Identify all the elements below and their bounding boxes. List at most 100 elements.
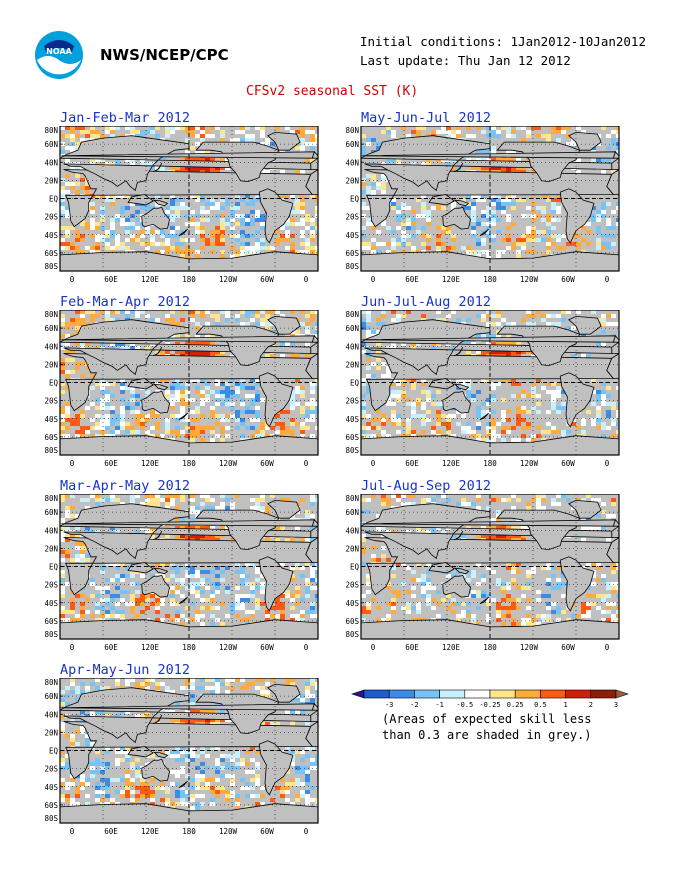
land-mass bbox=[612, 151, 619, 159]
land-mass bbox=[442, 206, 472, 230]
x-tick-label: 60E bbox=[405, 459, 419, 468]
y-tick-label: 20S bbox=[345, 581, 359, 590]
land-mass bbox=[612, 519, 619, 527]
land-mass bbox=[63, 353, 314, 412]
land-mass bbox=[311, 703, 318, 711]
sst-map: 80N 60N 40N 20N EQ 20S 40S 60S 80S 0 60E 120E 180 120… bbox=[345, 126, 620, 284]
panel-title: Jul-Aug-Sep 2012 bbox=[361, 478, 492, 494]
x-tick-label: 120W bbox=[219, 459, 238, 468]
x-tick-label: 0 bbox=[304, 827, 309, 836]
y-tick-label: 20N bbox=[345, 544, 359, 553]
land-mass bbox=[611, 525, 619, 538]
colorbar-box bbox=[414, 689, 440, 699]
land-mass bbox=[611, 157, 619, 170]
noaa-logo: NOAA bbox=[34, 30, 84, 80]
x-tick-label: 0 bbox=[371, 275, 376, 284]
panel-title: Jan-Feb-Mar 2012 bbox=[60, 110, 191, 126]
land-mass bbox=[153, 714, 163, 725]
y-tick-label: 60S bbox=[345, 249, 359, 258]
y-tick-label: 80N bbox=[44, 678, 58, 687]
y-tick-label: 80N bbox=[44, 310, 58, 319]
land-mass bbox=[311, 335, 318, 343]
x-tick-label: 0 bbox=[70, 643, 75, 652]
y-tick-label: 20S bbox=[44, 765, 58, 774]
y-tick-label: 80N bbox=[345, 310, 359, 319]
y-tick-label: 80S bbox=[345, 630, 359, 639]
y-tick-label: 80S bbox=[44, 262, 58, 271]
land-mass bbox=[267, 315, 301, 335]
land-mass bbox=[568, 499, 602, 519]
land-mass bbox=[310, 341, 318, 354]
colorbar-label: -0.5 bbox=[456, 701, 473, 709]
sst-panel: Jun-Jul-Aug 2012 80N 60N 40N 20N EQ 20S 40S 60S 8… bbox=[331, 294, 623, 477]
y-tick-label: 60S bbox=[44, 249, 58, 258]
y-tick-label: 60S bbox=[44, 433, 58, 442]
x-tick-label: 120W bbox=[219, 275, 238, 284]
land-mass bbox=[152, 567, 169, 575]
land-mass bbox=[479, 412, 489, 420]
x-tick-label: 0 bbox=[304, 643, 309, 652]
land-mass bbox=[195, 693, 280, 735]
skill-note-line1: (Areas of expected skill less bbox=[382, 712, 592, 726]
land-mass bbox=[152, 751, 169, 759]
land-mass bbox=[63, 721, 314, 780]
y-tick-label: EQ bbox=[350, 195, 360, 204]
sst-panel: Feb-Mar-Apr 2012 80N 60N 40N 20N EQ 20S 40S 60S 8… bbox=[30, 294, 322, 477]
y-tick-label: 40S bbox=[44, 599, 58, 608]
y-tick-label: EQ bbox=[350, 379, 360, 388]
y-tick-label: 80N bbox=[345, 126, 359, 135]
figure-title: CFSv2 seasonal SST (K) bbox=[246, 84, 419, 99]
land-mass bbox=[178, 596, 188, 604]
y-tick-label: 60S bbox=[345, 617, 359, 626]
sst-map: 80N 60N 40N 20N EQ 20S 40S 60S 80S 0 60E 120E 180 120… bbox=[44, 494, 319, 652]
y-tick-label: 20S bbox=[44, 581, 58, 590]
land-mass bbox=[141, 758, 171, 782]
land-mass bbox=[258, 372, 294, 428]
land-mass bbox=[559, 556, 595, 612]
x-tick-label: 60W bbox=[561, 275, 575, 284]
land-mass bbox=[267, 499, 301, 519]
y-tick-label: 40S bbox=[345, 415, 359, 424]
y-tick-label: 40S bbox=[44, 415, 58, 424]
sst-panel: Jul-Aug-Sep 2012 80N 60N 40N 20N EQ 20S 40S 60S 8… bbox=[331, 478, 623, 661]
land-mass bbox=[152, 383, 169, 391]
land-mass bbox=[153, 530, 163, 541]
colorbar-label: -2 bbox=[410, 701, 418, 709]
y-tick-label: EQ bbox=[49, 747, 59, 756]
land-mass bbox=[310, 525, 318, 538]
y-tick-label: 20N bbox=[345, 176, 359, 185]
y-tick-label: 80S bbox=[44, 814, 58, 823]
x-tick-label: 60E bbox=[104, 827, 118, 836]
panel-title: May-Jun-Jul 2012 bbox=[361, 110, 492, 126]
x-tick-label: 60W bbox=[260, 275, 274, 284]
y-tick-label: 20N bbox=[44, 360, 58, 369]
colorbar-label: 2 bbox=[589, 701, 593, 709]
x-tick-label: 120E bbox=[141, 275, 160, 284]
land-mass bbox=[267, 683, 301, 703]
organization-label: NWS/NCEP/CPC bbox=[100, 46, 229, 64]
y-tick-label: 60N bbox=[44, 508, 58, 517]
land-mass bbox=[305, 721, 318, 747]
x-tick-label: 60W bbox=[260, 827, 274, 836]
x-tick-label: 120E bbox=[141, 643, 160, 652]
land-mass bbox=[479, 228, 489, 236]
y-tick-label: 40S bbox=[44, 783, 58, 792]
sst-map: 80N 60N 40N 20N EQ 20S 40S 60S 80S 0 60E 120E 180 120… bbox=[44, 310, 319, 468]
y-tick-label: 60N bbox=[44, 324, 58, 333]
colorbar-label: 1 bbox=[563, 701, 567, 709]
colorbar-label: 3 bbox=[614, 701, 618, 709]
x-tick-label: 120W bbox=[520, 643, 539, 652]
colorbar-end-low bbox=[351, 689, 365, 699]
x-tick-label: 60W bbox=[260, 459, 274, 468]
land-mass bbox=[178, 780, 188, 788]
x-tick-label: 0 bbox=[605, 275, 610, 284]
land-mass bbox=[453, 567, 470, 575]
x-tick-label: 120W bbox=[219, 643, 238, 652]
colorbar-box bbox=[388, 689, 415, 699]
x-tick-label: 120W bbox=[520, 275, 539, 284]
colorbar-label: -1 bbox=[435, 701, 443, 709]
land-mass bbox=[496, 325, 581, 367]
colorbar-box bbox=[565, 689, 592, 699]
colorbar-box bbox=[514, 689, 541, 699]
colorbar-box bbox=[540, 689, 566, 699]
